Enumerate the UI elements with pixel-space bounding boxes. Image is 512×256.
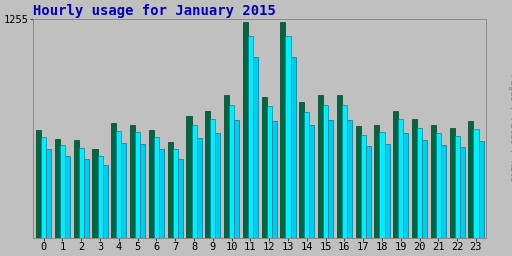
Bar xyxy=(186,116,191,238)
Bar xyxy=(253,57,258,238)
Bar xyxy=(210,119,216,238)
Bar xyxy=(479,141,484,238)
Bar xyxy=(360,135,366,238)
Bar xyxy=(455,136,460,238)
Bar xyxy=(267,106,272,238)
Bar xyxy=(116,131,121,238)
Text: Hourly usage for January 2015: Hourly usage for January 2015 xyxy=(33,4,276,18)
Bar xyxy=(393,111,398,238)
Bar xyxy=(130,125,135,238)
Bar xyxy=(385,144,390,238)
Bar xyxy=(60,145,65,238)
Bar xyxy=(149,130,154,238)
Bar xyxy=(436,133,441,238)
Bar xyxy=(84,158,89,238)
Bar xyxy=(248,36,253,238)
Bar xyxy=(55,138,60,238)
Bar xyxy=(374,125,379,238)
Bar xyxy=(403,133,409,238)
Bar xyxy=(167,142,173,238)
Bar xyxy=(262,97,267,238)
Bar xyxy=(366,146,371,238)
Bar xyxy=(450,128,455,238)
Bar xyxy=(474,129,479,238)
Bar xyxy=(356,126,360,238)
Bar xyxy=(347,120,352,238)
Bar xyxy=(431,125,436,238)
Bar xyxy=(41,137,46,238)
Bar xyxy=(286,36,291,238)
Bar xyxy=(398,119,403,238)
Bar xyxy=(79,148,84,238)
Bar xyxy=(135,132,140,238)
Bar xyxy=(93,149,97,238)
Bar xyxy=(441,145,446,238)
Bar xyxy=(468,121,474,238)
Bar xyxy=(224,95,229,238)
Bar xyxy=(309,125,314,238)
Bar xyxy=(379,132,385,238)
Bar xyxy=(342,105,347,238)
Bar xyxy=(328,120,333,238)
Bar xyxy=(422,140,427,238)
Bar xyxy=(121,143,126,238)
Bar xyxy=(272,121,277,238)
Bar xyxy=(205,111,210,238)
Bar xyxy=(417,128,422,238)
Bar xyxy=(234,120,239,238)
Bar xyxy=(191,125,197,238)
Bar xyxy=(65,156,70,238)
Bar xyxy=(243,22,248,238)
Bar xyxy=(36,130,41,238)
Text: Pages / Files / Hits: Pages / Files / Hits xyxy=(508,74,512,182)
Bar xyxy=(304,112,309,238)
Bar xyxy=(291,57,295,238)
Bar xyxy=(216,133,221,238)
Bar xyxy=(159,149,164,238)
Bar xyxy=(178,158,183,238)
Bar xyxy=(154,137,159,238)
Bar xyxy=(318,95,323,238)
Bar xyxy=(140,144,145,238)
Bar xyxy=(229,105,234,238)
Bar xyxy=(412,119,417,238)
Bar xyxy=(281,22,286,238)
Bar xyxy=(111,123,116,238)
Bar xyxy=(74,140,79,238)
Bar xyxy=(173,149,178,238)
Bar xyxy=(337,95,342,238)
Bar xyxy=(460,147,465,238)
Bar xyxy=(97,156,102,238)
Bar xyxy=(197,138,202,238)
Bar xyxy=(46,149,51,238)
Bar xyxy=(299,102,304,238)
Bar xyxy=(323,105,328,238)
Bar xyxy=(102,165,108,238)
